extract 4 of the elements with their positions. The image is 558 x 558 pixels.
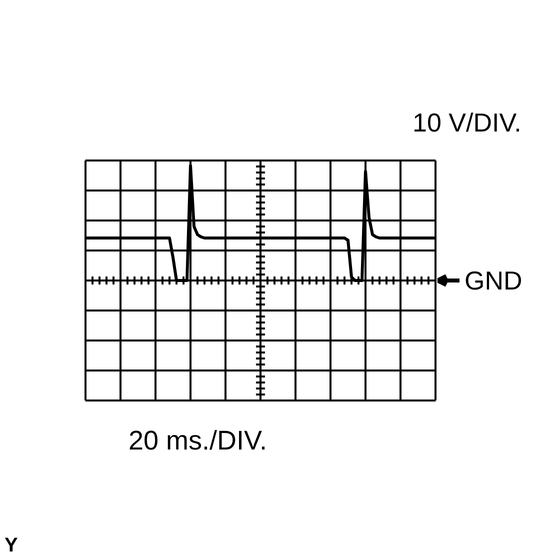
y-axis-title: 10 V/DIV. — [412, 108, 522, 138]
text: 20 ms./DIV. — [128, 426, 268, 456]
text: Y — [4, 534, 18, 556]
ref-line-label: GND — [464, 266, 522, 296]
